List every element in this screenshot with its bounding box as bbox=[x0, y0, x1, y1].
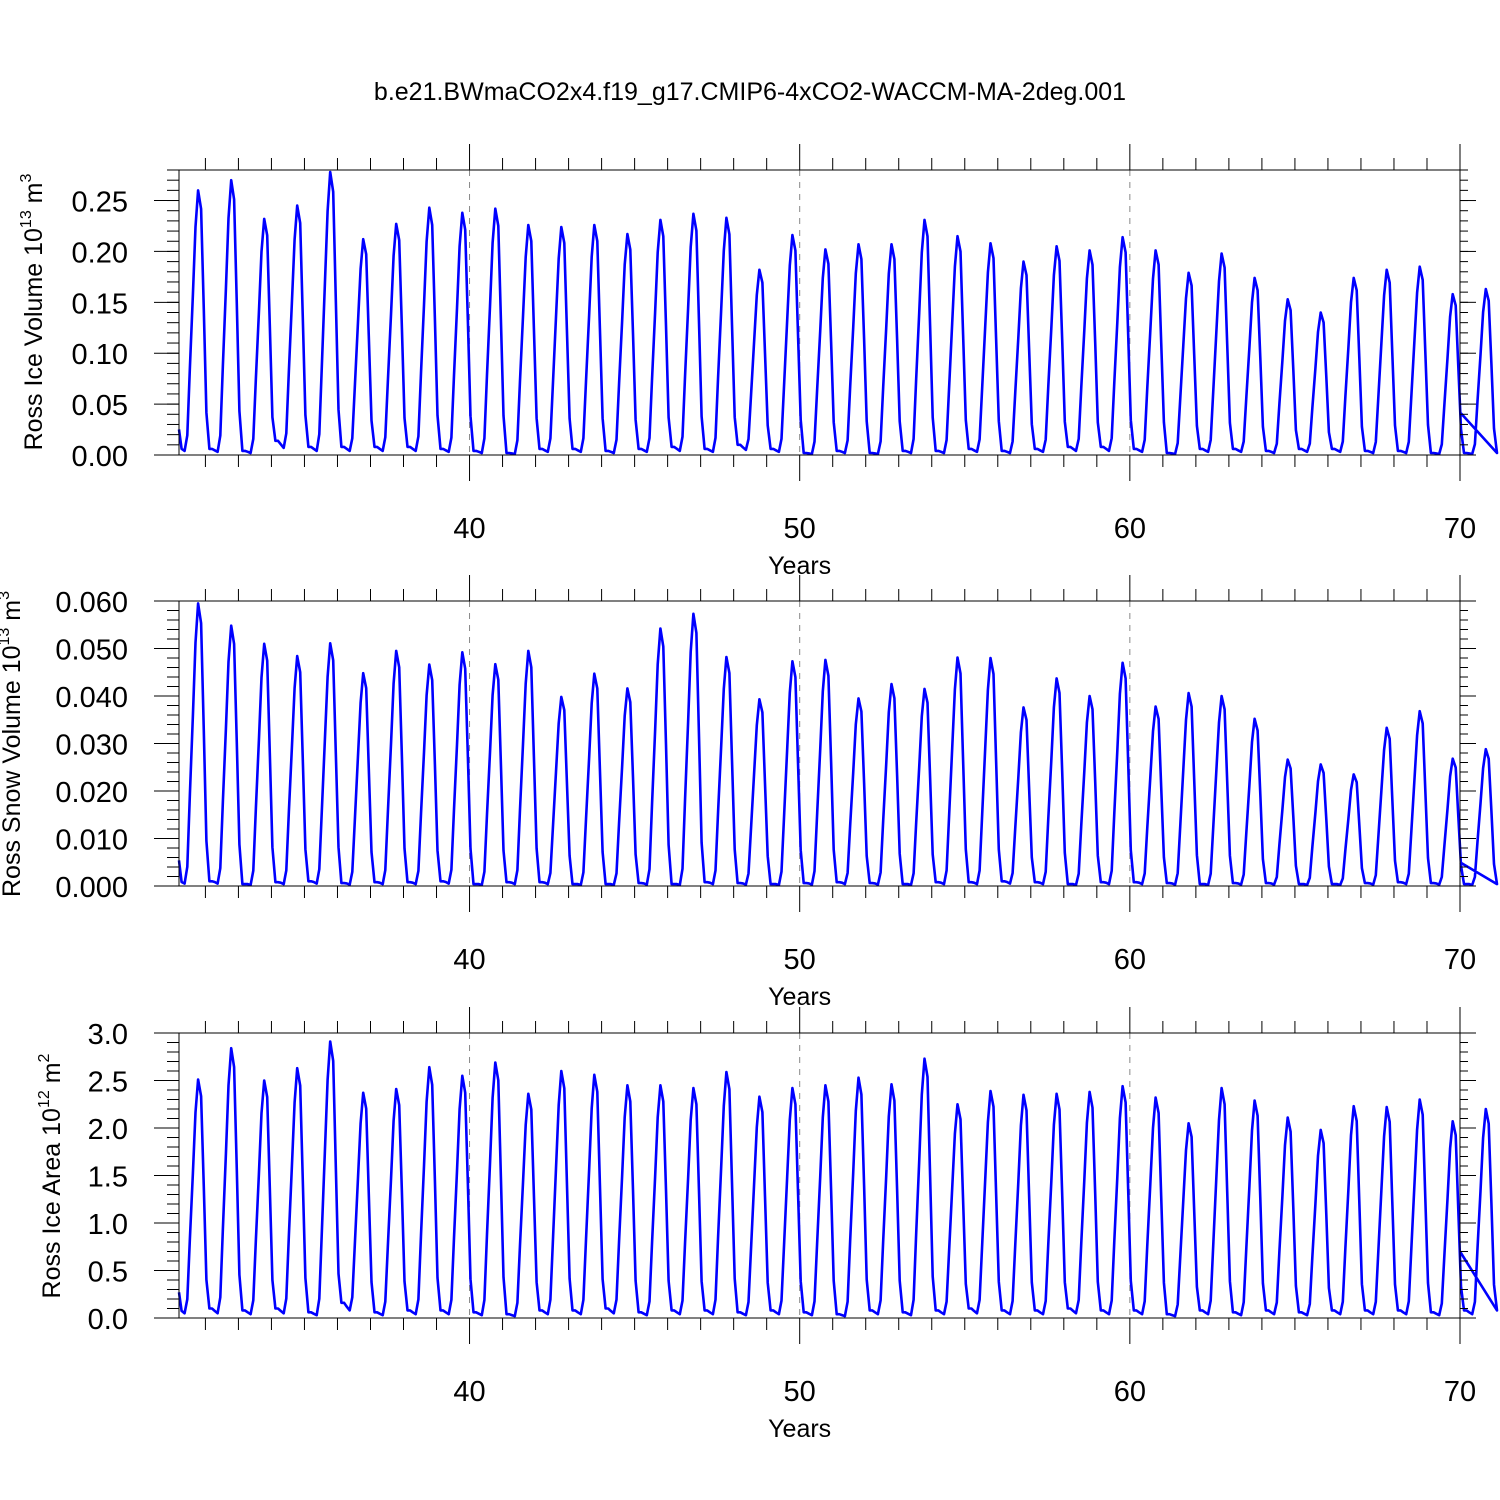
x-tick-label: 50 bbox=[784, 1376, 816, 1408]
x-axis-title: Years bbox=[768, 983, 831, 1011]
y-tick-label: 0.030 bbox=[55, 730, 128, 762]
y-tick-label: 0.010 bbox=[55, 825, 128, 857]
y-tick-label: 0.050 bbox=[55, 635, 128, 667]
y-tick-label: 2.0 bbox=[88, 1114, 128, 1146]
y-tick-label: 0.040 bbox=[55, 682, 128, 714]
y-tick-label: 0.020 bbox=[55, 777, 128, 809]
y-tick-label: 0.00 bbox=[72, 441, 128, 473]
panel-ice-area: 40 50 60 70 0.0 0.5 1.0 1.5 2.0 2.5 3.0 Years Ross I… bbox=[36, 1007, 1499, 1443]
y-tick-label: 0.0 bbox=[88, 1304, 128, 1336]
panel-ice-volume: 40 50 60 700.000.050.100.150.200.25YearsRos… bbox=[18, 144, 1499, 580]
x-tick-label: 70 bbox=[1444, 1376, 1476, 1408]
x-axis-title: Years bbox=[768, 1415, 831, 1443]
y-tick-label: 0.10 bbox=[72, 339, 128, 371]
y-axis-title: Ross Ice Area 1012 m2 bbox=[36, 1053, 66, 1298]
x-tick-label: 60 bbox=[1114, 944, 1146, 976]
y-tick-label: 0.05 bbox=[72, 390, 128, 422]
x-tick-label: 70 bbox=[1444, 513, 1476, 545]
x-tick-label: 50 bbox=[784, 944, 816, 976]
y-tick-label: 0.15 bbox=[72, 288, 128, 320]
x-tick-label: 50 bbox=[784, 513, 816, 545]
y-tick-label: 0.25 bbox=[72, 187, 128, 219]
series-line bbox=[177, 1040, 1499, 1318]
y-axis-title: Ross Snow Volume 1013 m3 bbox=[0, 591, 26, 897]
x-tick-label: 70 bbox=[1444, 944, 1476, 976]
chart-title: b.e21.BWmaCO2x4.f19_g17.CMIP6-4xCO2-WACC… bbox=[373, 78, 1127, 106]
y-tick-label: 2.5 bbox=[88, 1067, 128, 1099]
x-tick-label: 40 bbox=[453, 944, 485, 976]
y-tick-label: 0.060 bbox=[55, 587, 128, 619]
y-tick-label: 3.0 bbox=[88, 1019, 128, 1051]
x-tick-label: 40 bbox=[453, 513, 485, 545]
y-tick-label: 1.5 bbox=[88, 1162, 128, 1194]
x-tick-label: 40 bbox=[453, 1376, 485, 1408]
y-tick-label: 0.000 bbox=[55, 872, 128, 904]
series-line bbox=[177, 602, 1499, 887]
series-line bbox=[177, 170, 1499, 456]
y-tick-label: 1.0 bbox=[88, 1209, 128, 1241]
y-axis-title: Ross Ice Volume 1013 m3 bbox=[18, 173, 48, 450]
panel-snow-volume: 40 50 60 70 0.000 0.010 0.020 0.030 0.040 0.050 0.… bbox=[0, 575, 1499, 1011]
x-tick-label: 60 bbox=[1114, 513, 1146, 545]
x-tick-label: 60 bbox=[1114, 1376, 1146, 1408]
y-tick-label: 0.20 bbox=[72, 237, 128, 269]
y-tick-label: 0.5 bbox=[88, 1257, 128, 1289]
